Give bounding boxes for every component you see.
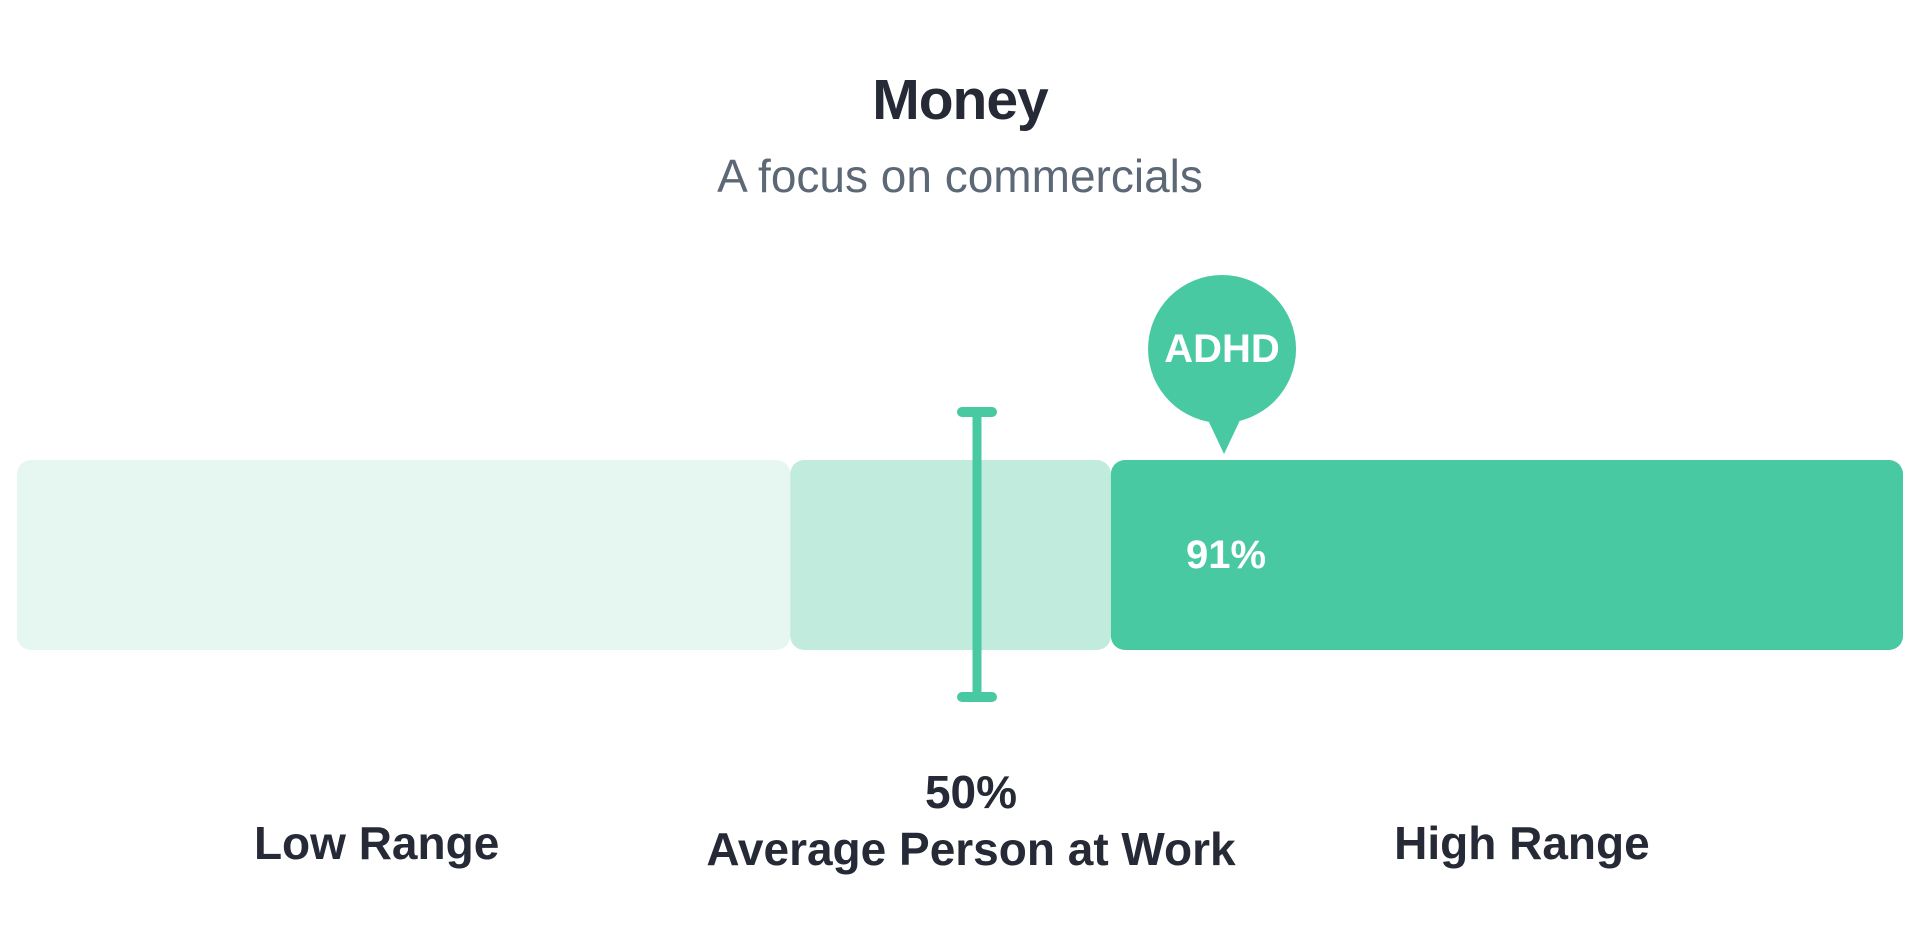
average-range-band xyxy=(790,460,1111,650)
high-range-band xyxy=(1110,460,1903,650)
average-value-label: 50% xyxy=(925,766,1017,818)
adhd-pin-label: ADHD xyxy=(1164,327,1280,371)
adhd-value-label: 91% xyxy=(1186,533,1266,577)
low-range-band xyxy=(17,460,791,650)
chart-subtitle: A focus on commercials xyxy=(717,150,1203,202)
low-range-label: Low Range xyxy=(253,817,500,869)
chart-title: Money xyxy=(872,68,1049,132)
adhd-pin-circle xyxy=(1148,275,1297,423)
adhd-pin-pointer xyxy=(1207,418,1242,454)
high-range-label: High Range xyxy=(1394,817,1650,869)
average-caption-label: Average Person at Work xyxy=(706,823,1236,875)
